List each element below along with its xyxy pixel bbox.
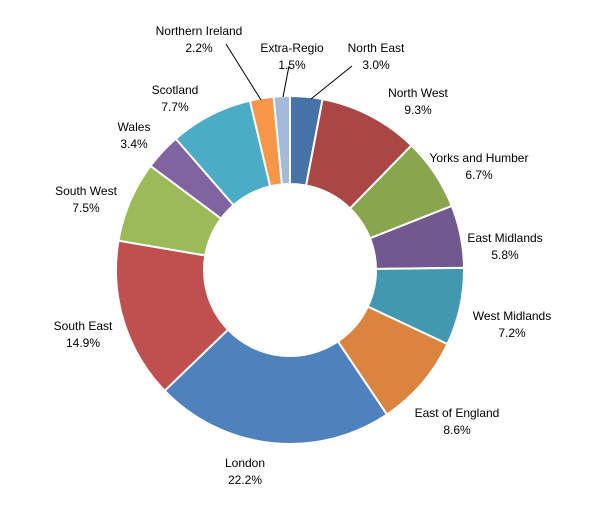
slice-value-north-west: 9.3% xyxy=(404,103,432,117)
data-label-scotland: Scotland 7.7% xyxy=(152,83,199,114)
slice-name-west-midlands: West Midlands xyxy=(473,309,551,323)
data-label-northern-ireland: Northern Ireland 2.2% xyxy=(156,24,243,55)
slice-value-west-midlands: 7.2% xyxy=(498,326,526,340)
slice-name-extra-regio: Extra-Regio xyxy=(260,41,324,55)
slice-name-yorks-and-humber: Yorks and Humber xyxy=(430,151,529,165)
slice-name-south-east: South East xyxy=(54,319,113,333)
data-label-south-east: South East 14.9% xyxy=(54,319,113,350)
slice-name-london: London xyxy=(225,456,265,470)
data-label-east-of-england: East of England 8.6% xyxy=(415,406,500,437)
slice-value-south-east: 14.9% xyxy=(66,336,100,350)
slice-name-south-west: South West xyxy=(55,184,117,198)
slice-extra-regio xyxy=(272,94,291,186)
slice-name-wales: Wales xyxy=(118,120,151,134)
slice-name-east-midlands: East Midlands xyxy=(467,231,542,245)
leader-lines-group xyxy=(225,43,353,101)
data-label-yorks-and-humber: Yorks and Humber 6.7% xyxy=(430,151,529,182)
slice-value-extra-regio: 1.5% xyxy=(278,58,306,72)
data-label-west-midlands: West Midlands 7.2% xyxy=(473,309,551,340)
slices-group xyxy=(115,94,465,445)
slice-value-south-west: 7.5% xyxy=(72,201,100,215)
data-label-wales: Wales 3.4% xyxy=(118,120,151,151)
data-label-east-midlands: East Midlands 5.8% xyxy=(467,231,542,262)
slice-name-east-of-england: East of England xyxy=(415,406,500,420)
slice-name-scotland: Scotland xyxy=(152,83,199,97)
slice-value-london: 22.2% xyxy=(228,473,262,487)
slice-value-east-of-england: 8.6% xyxy=(443,423,471,437)
slice-value-east-midlands: 5.8% xyxy=(491,248,519,262)
data-label-south-west: South West 7.5% xyxy=(55,184,117,215)
slice-value-northern-ireland: 2.2% xyxy=(185,41,213,55)
leader-line-extra-regio xyxy=(282,65,290,98)
data-label-north-west: North West 9.3% xyxy=(388,86,448,117)
data-label-london: London 22.2% xyxy=(225,456,265,487)
slice-name-north-west: North West xyxy=(388,86,448,100)
labels-group: North East 3.0% North West 9.3% Yorks and Hu… xyxy=(54,24,552,487)
leader-line-north-east xyxy=(310,65,353,100)
slice-value-wales: 3.4% xyxy=(120,137,148,151)
leader-line-northern-ireland xyxy=(225,43,262,101)
data-label-extra-regio: Extra-Regio 1.5% xyxy=(260,41,324,72)
slice-name-north-east: North East xyxy=(348,41,405,55)
slice-value-scotland: 7.7% xyxy=(161,100,189,114)
slice-london xyxy=(163,328,389,445)
slice-value-yorks-and-humber: 6.7% xyxy=(465,168,493,182)
data-label-north-east: North East 3.0% xyxy=(348,41,405,72)
slice-name-northern-ireland: Northern Ireland xyxy=(156,24,243,38)
slice-value-north-east: 3.0% xyxy=(362,58,390,72)
